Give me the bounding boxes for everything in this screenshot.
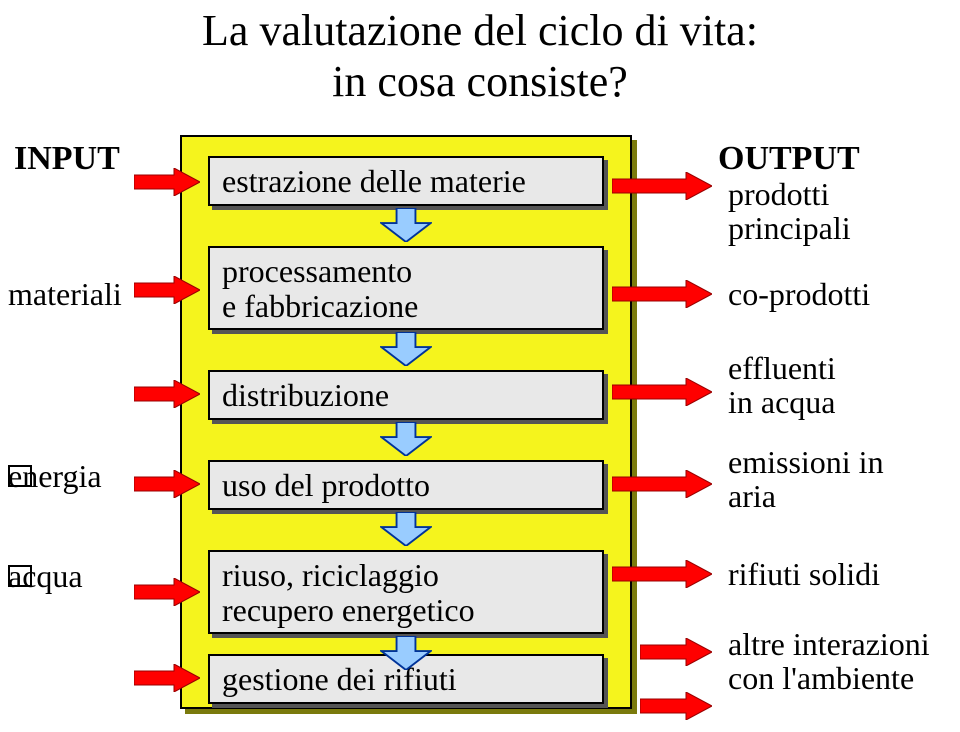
label-acqua: acqua	[8, 558, 83, 595]
stage-extraction-text: estrazione delle materie	[222, 163, 526, 199]
title-line1: La valutazione del ciclo di vita:	[202, 6, 758, 55]
out-arrow-1	[612, 172, 712, 200]
stage-distribution-text: distribuzione	[222, 377, 389, 413]
output-coprodotti: co-prodotti	[728, 278, 870, 312]
stage-reuse: riuso, riciclaggio recupero energetico	[208, 550, 604, 634]
down-arrow-3	[380, 422, 432, 456]
out-arrow-5	[612, 560, 712, 588]
out-arrow-4	[612, 470, 712, 498]
in-arrow-4	[134, 470, 200, 498]
title-line2: in cosa consiste?	[332, 57, 628, 106]
down-arrow-4	[380, 512, 432, 546]
down-arrow-2	[380, 332, 432, 366]
in-arrow-2	[134, 276, 200, 304]
input-label: INPUT	[14, 140, 120, 178]
label-energia: energia	[8, 458, 102, 495]
output-emissioni-b: aria	[728, 478, 776, 514]
label-materiali: materiali	[8, 276, 122, 313]
output-emissioni: emissioni in aria	[728, 446, 884, 513]
stage-reuse-text-b: recupero energetico	[222, 592, 475, 628]
stage-processing-text-b: e fabbricazione	[222, 288, 418, 324]
slide-title: La valutazione del ciclo di vita: in cos…	[0, 6, 960, 107]
stage-processing-text-a: processamento	[222, 253, 412, 289]
stage-distribution: distribuzione	[208, 370, 604, 420]
in-arrow-1	[134, 168, 200, 196]
output-prodotti-b: principali	[728, 210, 851, 246]
in-arrow-6	[134, 664, 200, 692]
out-arrow-3	[612, 378, 712, 406]
stage-reuse-text-a: riuso, riciclaggio	[222, 557, 439, 593]
stage-use-text: uso del prodotto	[222, 467, 430, 503]
stage-processing: processamento e fabbricazione	[208, 246, 604, 330]
output-altre: altre interazioni con l'ambiente	[728, 628, 930, 695]
output-rifiuti: rifiuti solidi	[728, 558, 880, 592]
slide: La valutazione del ciclo di vita: in cos…	[0, 0, 960, 732]
output-emissioni-a: emissioni in	[728, 444, 884, 480]
output-prodotti: prodotti principali	[728, 178, 851, 245]
output-label: OUTPUT	[718, 140, 860, 178]
stage-use: uso del prodotto	[208, 460, 604, 510]
in-arrow-5	[134, 578, 200, 606]
output-altre-a: altre interazioni	[728, 626, 930, 662]
output-prodotti-a: prodotti	[728, 176, 829, 212]
out-arrow-7	[640, 692, 712, 720]
output-effluenti-a: effluenti	[728, 350, 836, 386]
in-arrow-3	[134, 380, 200, 408]
output-effluenti: effluenti in acqua	[728, 352, 836, 419]
output-altre-b: con l'ambiente	[728, 660, 914, 696]
out-arrow-6	[640, 638, 712, 666]
out-arrow-2	[612, 280, 712, 308]
output-effluenti-b: in acqua	[728, 384, 836, 420]
down-arrow-5	[380, 636, 432, 670]
down-arrow-1	[380, 208, 432, 242]
stage-extraction: estrazione delle materie	[208, 156, 604, 206]
